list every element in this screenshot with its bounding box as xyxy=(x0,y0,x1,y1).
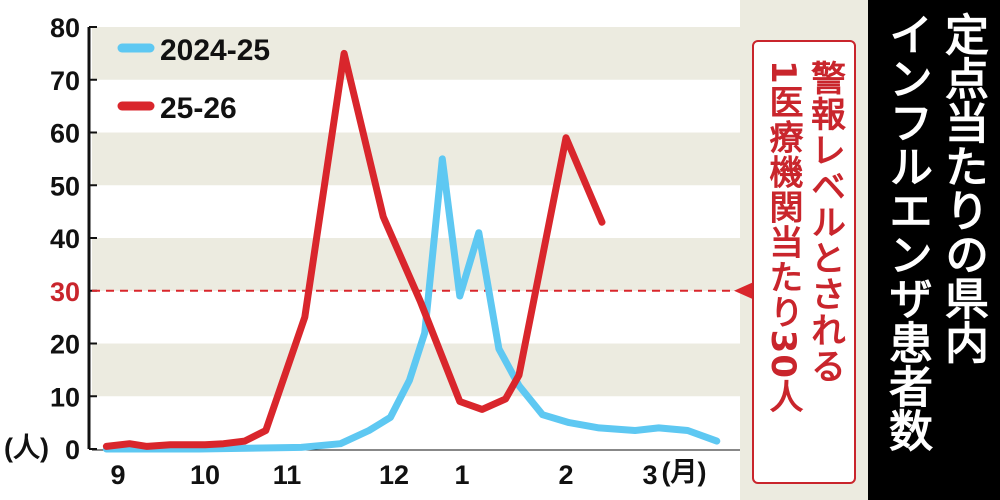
x-tick-label: 2 xyxy=(558,460,573,490)
y-tick-label: 60 xyxy=(50,119,80,149)
grid-band xyxy=(92,396,740,449)
x-tick-label: 1 xyxy=(454,460,469,490)
grid-band xyxy=(92,132,740,186)
x-tick-label: 3 xyxy=(642,460,657,490)
x-axis-unit: (月) xyxy=(662,457,707,487)
x-tick-label: 10 xyxy=(190,460,220,490)
legend: 2024-25 25-26 xyxy=(117,34,270,125)
legend-label: 25-26 xyxy=(160,92,237,125)
series-line-2024-25 xyxy=(102,155,721,453)
threshold-note-line-2: 1医療機関当たり30人 xyxy=(763,60,803,414)
y-tick-label: 80 xyxy=(50,13,80,43)
y-tick-label: 40 xyxy=(50,224,80,254)
x-tick-label: 11 xyxy=(273,460,302,490)
grid-band xyxy=(92,27,740,80)
y-tick-label: 10 xyxy=(50,382,80,412)
y-tick-label: 20 xyxy=(50,330,80,360)
threshold-note-line-1: 警報レベルとされる xyxy=(805,60,845,384)
title-line-1: 定点当たりの県内 xyxy=(937,12,988,364)
chart-title: 定点当たりの県内 インフルエンザ患者数 xyxy=(868,0,1000,500)
series-lines xyxy=(102,49,721,453)
y-axis: 0 10 20 30 40 50 60 70 80 (人) xyxy=(4,13,97,465)
y-tick-label: 50 xyxy=(50,171,80,201)
x-tick-label: 12 xyxy=(379,460,409,490)
grid-band xyxy=(92,238,740,291)
y-tick-label: 0 xyxy=(65,435,80,465)
grid-band xyxy=(92,185,740,238)
y-tick-label: 30 xyxy=(50,277,80,307)
y-tick-label: 70 xyxy=(50,66,80,96)
title-line-2: インフルエンザ患者数 xyxy=(881,12,932,452)
x-tick-label: 9 xyxy=(110,460,125,490)
y-axis-unit: (人) xyxy=(4,433,49,463)
series-line-25-26 xyxy=(102,49,606,450)
threshold-arrow-icon xyxy=(734,282,752,299)
threshold-note: 警報レベルとされる 1医療機関当たり30人 xyxy=(752,40,856,484)
grid-band xyxy=(92,79,740,133)
legend-label: 2024-25 xyxy=(160,34,270,67)
